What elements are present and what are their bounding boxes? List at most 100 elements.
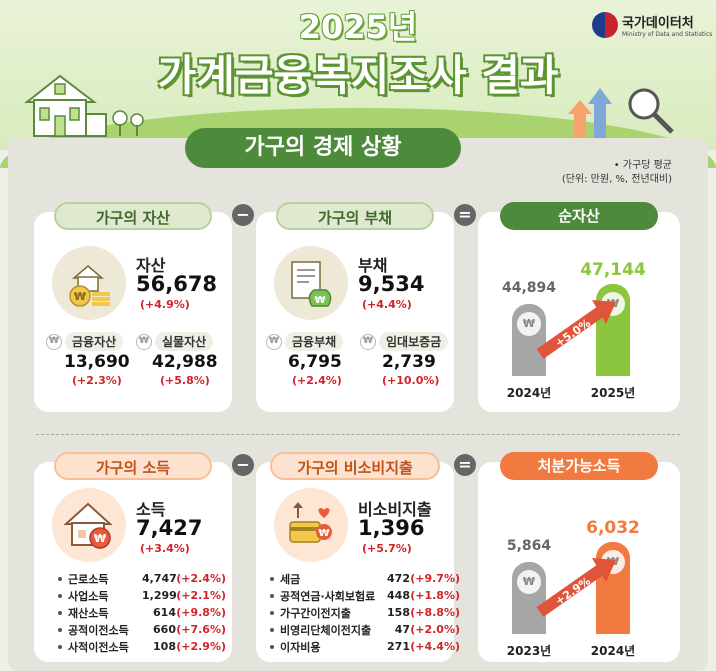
item-change: (+7.6%) (176, 623, 226, 636)
nonconsumption-pill: 가구의 비소비지출 (270, 452, 440, 480)
item-name: 근로소득 (68, 572, 109, 586)
list-item: 재산소득 614 (+9.8%) (58, 604, 226, 621)
item-value: 4,747 (142, 572, 177, 585)
won-icon: ₩ (266, 333, 282, 350)
item-value: 271 (387, 640, 410, 653)
nonconsumption-label: 비소비지출 (358, 500, 432, 519)
bullet-icon (270, 627, 274, 632)
minus-operator: − (232, 454, 254, 476)
item-change: (+2.4%) (176, 572, 226, 585)
growth-rate-label: +5.0% (553, 317, 593, 350)
debt-pill: 가구의 부채 (276, 202, 434, 230)
list-item: 사업소득 1,299 (+2.1%) (58, 587, 226, 604)
item-value: 158 (387, 606, 410, 619)
bullet-icon (58, 576, 62, 581)
note-unit: (단위: 만원, %, 전년대비) (561, 174, 672, 185)
svg-text:₩: ₩ (74, 290, 86, 303)
section-title: 가구의 경제 상황 (185, 128, 461, 168)
financial-debt-label: ₩ 금융부채 (266, 332, 344, 351)
financial-debt-change: (+2.4%) (292, 374, 342, 387)
list-item: 비영리단체이전지출 47 (+2.0%) (270, 621, 460, 638)
assets-label: 자산 (136, 256, 166, 275)
minus-operator: − (232, 204, 254, 226)
house-illustration (24, 74, 107, 137)
real-assets-value: 42,988 (152, 352, 218, 372)
list-item: 공적연금·사회보험료 448 (+1.8%) (270, 587, 460, 604)
won-icon: ₩ (360, 333, 376, 350)
growth-rate-label: +2.9% (553, 575, 593, 608)
section-divider (36, 434, 680, 435)
equals-operator: = (454, 204, 476, 226)
assets-value: 56,678 (136, 272, 218, 296)
svg-text:₩: ₩ (318, 528, 329, 539)
list-item: 가구간이전지출 158 (+8.8%) (270, 604, 460, 621)
won-icon: ₩ (136, 333, 152, 350)
deposit-change: (+10.0%) (382, 374, 440, 387)
bullet-icon (270, 576, 274, 581)
item-change: (+1.8%) (410, 589, 460, 602)
item-value: 660 (153, 623, 176, 636)
item-name: 세금 (280, 572, 301, 586)
list-item: 사적이전소득 108 (+2.9%) (58, 638, 226, 655)
financial-assets-change: (+2.3%) (72, 374, 122, 387)
item-name: 이자비용 (280, 640, 321, 654)
bullet-icon (270, 644, 274, 649)
bar-year-label: 2023년 (506, 644, 552, 658)
bar-value-label: 44,894 (501, 280, 557, 296)
bar-year-label: 2024년 (590, 644, 636, 658)
item-value: 108 (153, 640, 176, 653)
nonconsumption-breakdown-list: 세금 472 (+9.7%) 공적연금·사회보험료 448 (+1.8%) 가구간이전지출 1… (270, 570, 460, 655)
net-assets-pill: 순자산 (500, 202, 658, 230)
bar-year-label: 2025년 (590, 386, 636, 400)
income-pill: 가구의 소득 (54, 452, 212, 480)
bar-value-label: 5,864 (506, 538, 552, 554)
item-value: 448 (387, 589, 410, 602)
won-coin-icon: ₩ (517, 312, 541, 336)
assets-change: (+4.9%) (140, 298, 190, 311)
financial-assets-label: ₩ 금융자산 (46, 332, 124, 351)
deposit-label: ₩ 임대보증금 (360, 332, 449, 351)
item-name: 사적이전소득 (68, 640, 129, 654)
item-name: 재산소득 (68, 606, 109, 620)
disposable-income-pill: 처분가능소득 (500, 452, 658, 480)
item-name: 사업소득 (68, 589, 109, 603)
assets-pill: 가구의 자산 (54, 202, 212, 230)
income-breakdown-list: 근로소득 4,747 (+2.4%) 사업소득 1,299 (+2.1%) 재산소득 614(… (58, 570, 226, 655)
item-change: (+4.4%) (410, 640, 460, 653)
bullet-icon (58, 627, 62, 632)
bullet-icon (58, 610, 62, 615)
bullet-icon (58, 644, 62, 649)
debt-value: 9,534 (358, 272, 425, 296)
item-change: (+2.0%) (410, 623, 460, 636)
equals-operator: = (454, 454, 476, 476)
note-per-household: • 가구당 평균 (613, 160, 672, 171)
list-item: 이자비용 271 (+4.4%) (270, 638, 460, 655)
debt-change: (+4.4%) (362, 298, 412, 311)
bar-value-label: 47,144 (580, 260, 646, 280)
debt-icon: ₩ (274, 246, 348, 320)
svg-text:₩: ₩ (94, 532, 106, 545)
bar-year-label: 2024년 (506, 386, 552, 400)
item-name: 비영리단체이전지출 (280, 623, 372, 637)
logo-text-ko: 국가데이터처 (622, 16, 694, 31)
growth-arrows-icon (568, 88, 674, 140)
bullet-icon (58, 593, 62, 598)
item-value: 47 (394, 623, 410, 636)
financial-debt-value: 6,795 (288, 352, 342, 372)
item-change: (+2.1%) (176, 589, 226, 602)
real-assets-change: (+5.8%) (160, 374, 210, 387)
income-change: (+3.4%) (140, 542, 190, 555)
nonconsumption-value: 1,396 (358, 516, 425, 540)
bullet-icon (270, 593, 274, 598)
tree-icon (112, 110, 144, 136)
item-value: 1,299 (142, 589, 177, 602)
debt-label: 부채 (358, 256, 388, 275)
taegeuk-logo-icon (592, 12, 618, 38)
list-item: 공적이전소득 660 (+7.6%) (58, 621, 226, 638)
financial-assets-value: 13,690 (64, 352, 130, 372)
item-name: 공적연금·사회보험료 (280, 589, 376, 603)
bar-value-label: 6,032 (586, 518, 640, 538)
logo-text-en: Ministry of Data and Statistics (622, 31, 713, 38)
title-year: 2025년 (298, 8, 418, 46)
svg-text:₩: ₩ (314, 295, 325, 306)
